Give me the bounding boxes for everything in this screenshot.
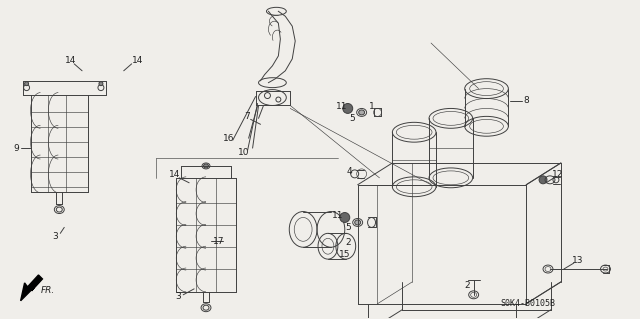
Text: 10: 10 (238, 148, 250, 157)
Text: 5: 5 (349, 114, 355, 123)
Text: 2: 2 (345, 238, 351, 247)
Text: 15: 15 (339, 250, 351, 259)
Ellipse shape (539, 176, 547, 184)
Ellipse shape (204, 164, 209, 168)
Text: 3: 3 (175, 292, 181, 301)
Ellipse shape (340, 212, 349, 222)
Text: 17: 17 (213, 237, 225, 246)
Ellipse shape (99, 82, 103, 85)
Text: 11: 11 (332, 211, 344, 220)
Text: 14: 14 (65, 56, 76, 65)
Text: 4: 4 (347, 167, 353, 176)
Ellipse shape (24, 82, 29, 85)
Text: 16: 16 (223, 134, 234, 143)
Text: 7: 7 (244, 112, 250, 121)
Ellipse shape (358, 110, 365, 115)
Text: FR.: FR. (40, 286, 54, 295)
Text: 12: 12 (552, 170, 564, 179)
Ellipse shape (343, 103, 353, 114)
Text: 8: 8 (524, 96, 529, 105)
Text: 14: 14 (132, 56, 143, 65)
Text: 14: 14 (168, 170, 180, 179)
Ellipse shape (355, 220, 361, 225)
Text: 5: 5 (345, 223, 351, 232)
Text: 3: 3 (52, 232, 58, 241)
Text: S0K4-B0105B: S0K4-B0105B (500, 299, 556, 308)
Text: 13: 13 (572, 256, 584, 265)
Text: 1: 1 (369, 102, 374, 111)
Text: 9: 9 (14, 144, 20, 152)
Polygon shape (20, 275, 42, 301)
Text: 2: 2 (464, 281, 470, 290)
Text: 11: 11 (336, 102, 348, 111)
